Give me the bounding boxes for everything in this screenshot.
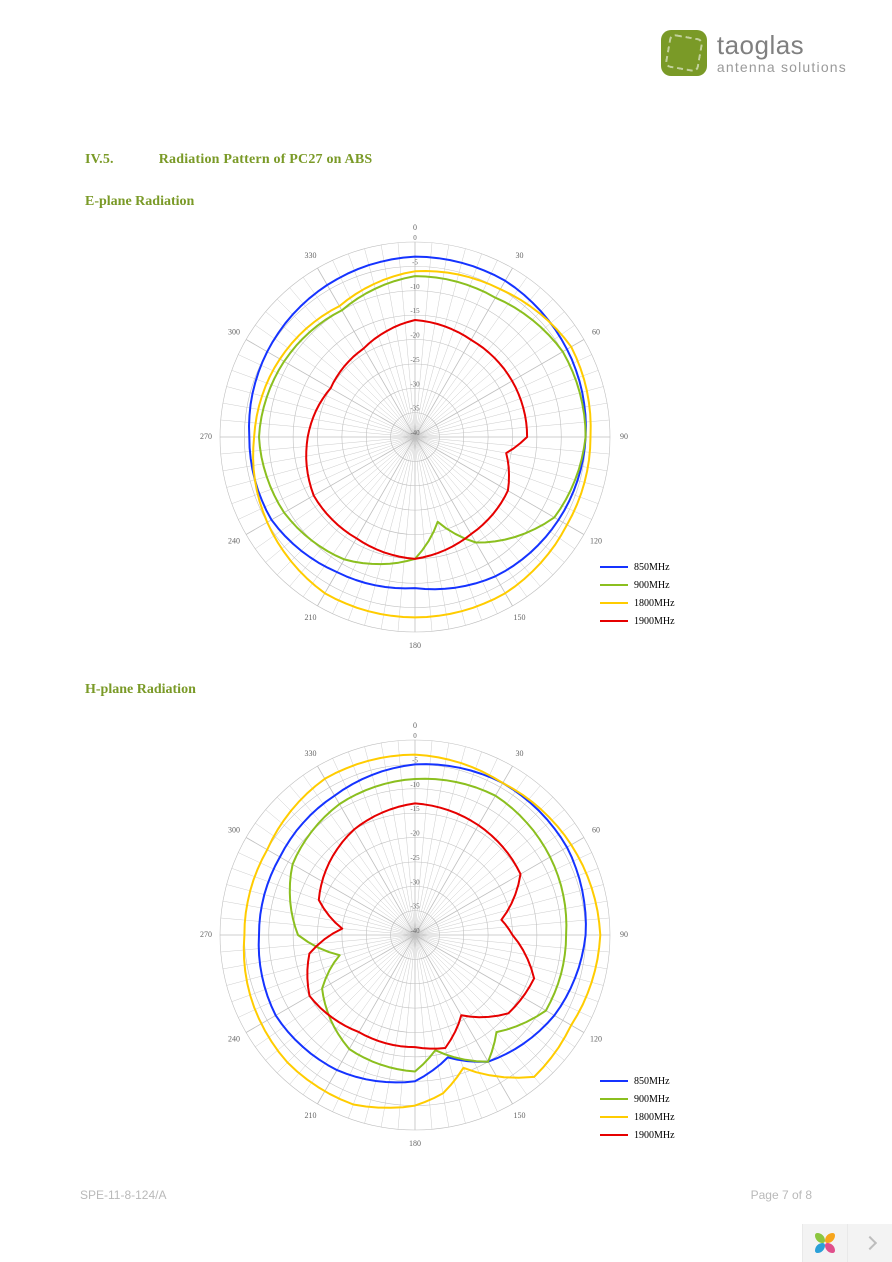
svg-text:180: 180 <box>409 1139 421 1148</box>
svg-text:90: 90 <box>620 432 628 441</box>
logo-subtitle: antenna solutions <box>717 60 847 74</box>
svg-text:150: 150 <box>514 613 526 622</box>
legend-label: 900MHz <box>634 580 670 591</box>
svg-text:30: 30 <box>516 251 524 260</box>
svg-text:-30: -30 <box>410 878 420 886</box>
legend-item: 1800MHz <box>600 594 675 612</box>
svg-text:-25: -25 <box>410 854 420 862</box>
legend-label: 900MHz <box>634 1094 670 1105</box>
app-logo-button[interactable] <box>802 1224 847 1262</box>
chevron-right-icon <box>863 1236 877 1250</box>
svg-text:300: 300 <box>228 327 240 336</box>
svg-text:-15: -15 <box>410 805 420 813</box>
svg-text:0: 0 <box>413 223 417 232</box>
subheading-h-plane: H-plane Radiation <box>85 682 196 698</box>
next-page-button[interactable] <box>847 1224 892 1262</box>
svg-text:-20: -20 <box>410 332 420 340</box>
legend-swatch <box>600 1080 628 1082</box>
svg-text:180: 180 <box>409 641 421 650</box>
svg-text:60: 60 <box>592 825 600 834</box>
legend-label: 1800MHz <box>634 1112 675 1123</box>
logo-text: taoglas antenna solutions <box>717 32 847 74</box>
svg-text:240: 240 <box>228 536 240 545</box>
svg-text:300: 300 <box>228 825 240 834</box>
logo-name: taoglas <box>717 32 847 58</box>
svg-text:330: 330 <box>305 251 317 260</box>
legend-swatch <box>600 602 628 604</box>
legend-item: 1800MHz <box>600 1108 675 1126</box>
logo-mark-icon <box>661 30 707 76</box>
bottom-controls <box>802 1224 892 1262</box>
svg-text:210: 210 <box>305 613 317 622</box>
svg-text:-15: -15 <box>410 307 420 315</box>
legend-item: 850MHz <box>600 1072 675 1090</box>
svg-text:-40: -40 <box>410 429 420 437</box>
footer-page-num: Page 7 of 8 <box>751 1188 812 1202</box>
legend-swatch <box>600 1134 628 1136</box>
legend-swatch <box>600 1098 628 1100</box>
legend-label: 850MHz <box>634 562 670 573</box>
legend-label: 850MHz <box>634 1076 670 1087</box>
svg-text:-10: -10 <box>410 283 420 291</box>
footer-doc-id: SPE-11-8-124/A <box>80 1188 167 1202</box>
legend-item: 900MHz <box>600 1090 675 1108</box>
svg-text:-40: -40 <box>410 927 420 935</box>
legend-label: 1900MHz <box>634 616 675 627</box>
svg-text:30: 30 <box>516 749 524 758</box>
section-number: IV.5. <box>85 152 155 168</box>
legend-swatch <box>600 620 628 622</box>
svg-text:240: 240 <box>228 1034 240 1043</box>
svg-text:-30: -30 <box>410 380 420 388</box>
svg-text:-35: -35 <box>410 903 420 911</box>
legend-item: 850MHz <box>600 558 675 576</box>
section-text: Radiation Pattern of PC27 on ABS <box>159 152 373 167</box>
svg-text:-25: -25 <box>410 356 420 364</box>
svg-text:90: 90 <box>620 930 628 939</box>
svg-text:-20: -20 <box>410 830 420 838</box>
legend-h-plane: 850MHz 900MHz 1800MHz 1900MHz <box>600 1072 675 1144</box>
legend-label: 1900MHz <box>634 1130 675 1141</box>
legend-item: 1900MHz <box>600 1126 675 1144</box>
legend-swatch <box>600 1116 628 1118</box>
svg-text:-35: -35 <box>410 405 420 413</box>
legend-swatch <box>600 584 628 586</box>
svg-text:-5: -5 <box>412 258 418 266</box>
svg-text:210: 210 <box>305 1111 317 1120</box>
svg-text:150: 150 <box>514 1111 526 1120</box>
svg-text:120: 120 <box>590 1034 602 1043</box>
svg-text:330: 330 <box>305 749 317 758</box>
legend-label: 1800MHz <box>634 598 675 609</box>
legend-item: 900MHz <box>600 576 675 594</box>
svg-text:0: 0 <box>413 732 417 740</box>
page: taoglas antenna solutions IV.5. Radiatio… <box>0 0 892 1262</box>
petals-icon <box>815 1233 835 1253</box>
svg-text:60: 60 <box>592 327 600 336</box>
section-title: IV.5. Radiation Pattern of PC27 on ABS <box>85 152 785 168</box>
svg-text:-10: -10 <box>410 781 420 789</box>
legend-item: 1900MHz <box>600 612 675 630</box>
svg-text:120: 120 <box>590 536 602 545</box>
svg-text:0: 0 <box>413 234 417 242</box>
svg-text:270: 270 <box>200 930 212 939</box>
svg-text:270: 270 <box>200 432 212 441</box>
svg-text:-5: -5 <box>412 756 418 764</box>
legend-swatch <box>600 566 628 568</box>
subheading-e-plane: E-plane Radiation <box>85 194 194 210</box>
legend-e-plane: 850MHz 900MHz 1800MHz 1900MHz <box>600 558 675 630</box>
svg-text:0: 0 <box>413 721 417 730</box>
brand-logo: taoglas antenna solutions <box>661 30 847 76</box>
